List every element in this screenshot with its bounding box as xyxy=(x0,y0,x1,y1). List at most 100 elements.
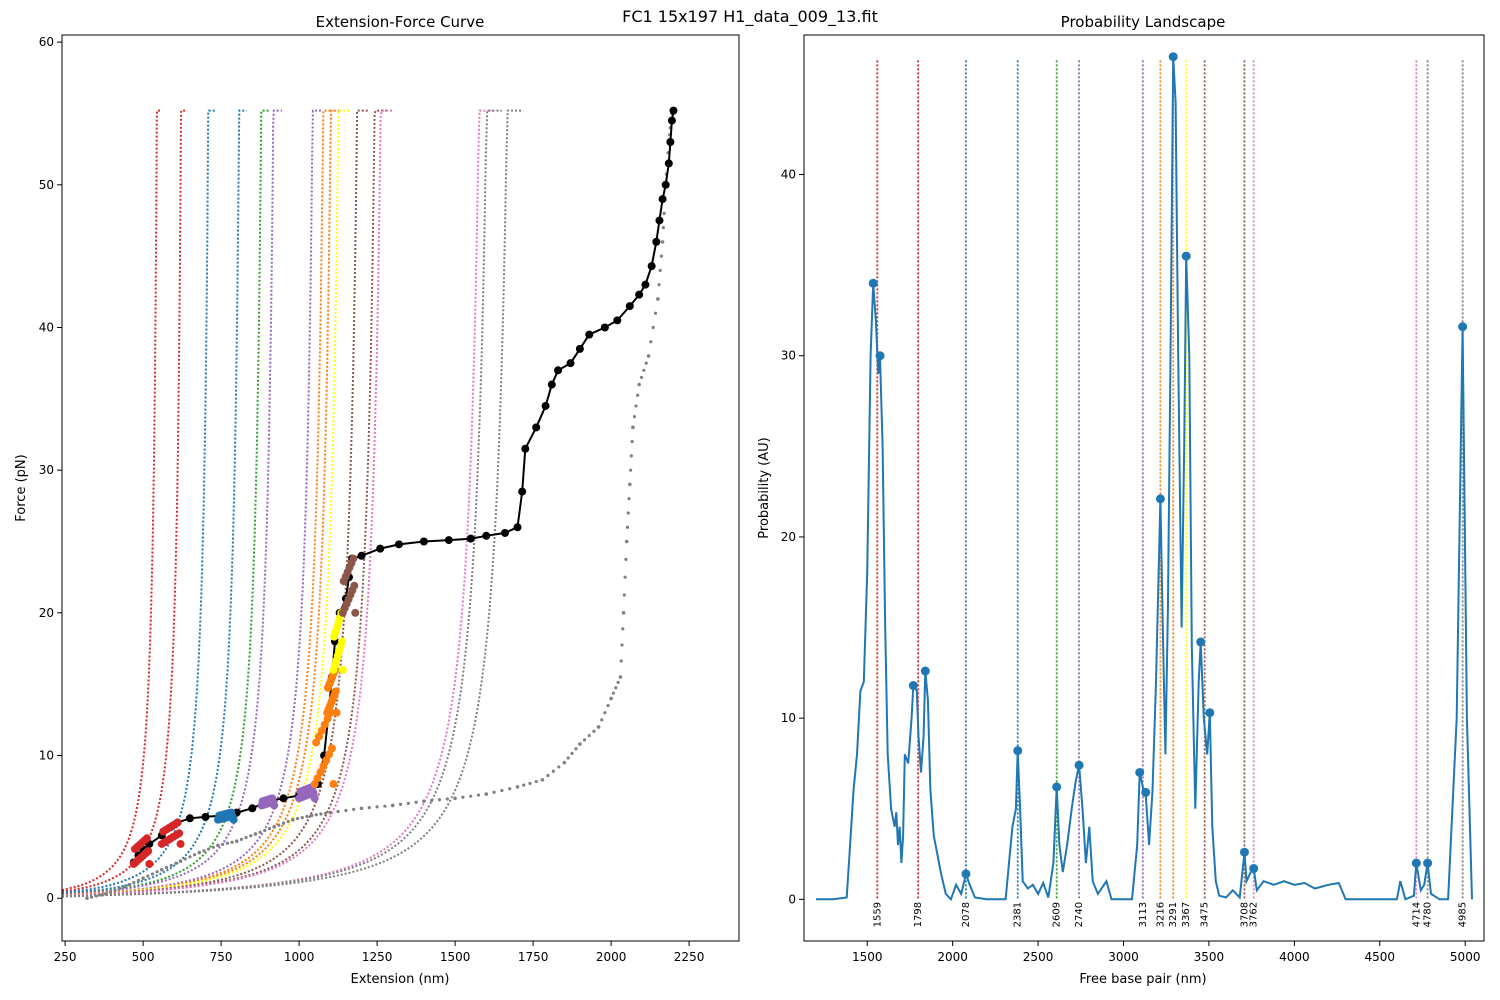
pull-point xyxy=(600,323,609,332)
cluster-point-5 xyxy=(312,738,321,747)
cluster-point-5 xyxy=(322,756,331,765)
probability-plot-frame xyxy=(803,34,1485,942)
relax-point xyxy=(492,790,496,794)
extension-x-tick-label: 750 xyxy=(210,950,233,964)
peak-vline-label: 2078 xyxy=(961,902,972,927)
extension-x-ticks: 250 500 750 1000 1250 1500 1750 2000 2250 xyxy=(54,941,704,964)
probability-peak-marker xyxy=(875,351,885,361)
relax-point xyxy=(469,794,473,798)
relax-point xyxy=(103,892,108,896)
cluster-point-6 xyxy=(332,708,341,717)
relax-point xyxy=(557,765,561,769)
probability-peak-marker xyxy=(1239,847,1249,857)
relax-point xyxy=(614,686,618,690)
peak-vline-label: 2381 xyxy=(1013,902,1024,927)
peak-vline-label: 3113 xyxy=(1138,902,1149,927)
pull-point xyxy=(666,138,675,147)
extension-x-tick-label: 1000 xyxy=(284,950,315,964)
relax-point xyxy=(352,807,356,811)
relax-point xyxy=(528,781,532,785)
relax-point xyxy=(414,800,418,804)
pull-point xyxy=(394,540,403,549)
pull-point xyxy=(635,290,644,299)
relax-point xyxy=(540,777,545,782)
cluster-point-7 xyxy=(338,637,347,646)
relax-point xyxy=(406,801,410,805)
relax-point xyxy=(155,870,159,874)
extension-x-tick-label: 1250 xyxy=(362,950,393,964)
basepair-x-tick-label: 4500 xyxy=(1365,950,1396,964)
basepair-x-tick-label: 1500 xyxy=(852,950,883,964)
pull-point xyxy=(613,316,622,325)
probability-y-ticks: 0 10 20 30 40 xyxy=(781,168,804,906)
cluster-point-8 xyxy=(350,581,359,590)
probability-marks xyxy=(816,52,1473,902)
cluster-point-0 xyxy=(145,859,154,868)
cluster-point-5 xyxy=(325,750,334,759)
relax-point xyxy=(118,886,122,891)
probability-y-tick-label: 40 xyxy=(781,168,796,182)
cluster-point-3 xyxy=(270,801,279,810)
relax-point xyxy=(592,729,596,733)
relax-point xyxy=(656,297,660,301)
pull-point xyxy=(419,537,428,546)
relax-point xyxy=(85,896,89,900)
probability-peak-marker xyxy=(1423,858,1433,868)
relax-point xyxy=(192,853,197,857)
probability-y-tick-label: 0 xyxy=(788,892,796,906)
extension-x-tick-label: 500 xyxy=(132,950,155,964)
model-curve-14 xyxy=(61,109,502,898)
relax-point xyxy=(291,817,295,822)
cluster-point-4 xyxy=(310,794,319,803)
relax-point xyxy=(267,827,272,831)
cluster-point-8 xyxy=(351,608,360,617)
pull-point xyxy=(658,195,667,204)
probability-line xyxy=(816,56,1473,902)
probability-y-tick-label: 30 xyxy=(781,349,796,363)
relax-point xyxy=(202,849,206,853)
probability-peak-marker xyxy=(1196,637,1206,647)
relax-point xyxy=(230,840,234,844)
probability-y-tick-label: 20 xyxy=(781,530,796,544)
probability-peak-marker xyxy=(1141,787,1151,797)
relax-point xyxy=(628,468,633,472)
cluster-point-1 xyxy=(176,839,185,848)
extension-x-tick-label: 2000 xyxy=(596,950,627,964)
probability-peak-marker xyxy=(1168,52,1178,62)
basepair-x-axis-label: Free base pair (nm) xyxy=(1079,972,1206,987)
relax-point xyxy=(515,785,520,789)
relax-point xyxy=(375,805,379,809)
relax-point xyxy=(263,828,267,833)
probability-peak-marker xyxy=(1052,782,1062,792)
relax-point xyxy=(141,876,145,881)
pull-point xyxy=(669,106,678,115)
relax-point xyxy=(606,703,610,708)
pull-point xyxy=(652,237,661,246)
relax-point xyxy=(644,361,648,365)
peak-vline-label: 3291 xyxy=(1168,902,1179,927)
pull-point xyxy=(185,814,194,823)
relax-point xyxy=(574,747,578,751)
pull-point xyxy=(667,116,676,125)
relax-point xyxy=(367,805,371,810)
relax-point xyxy=(637,382,641,387)
probability-peak-marker xyxy=(908,681,918,691)
relax-point xyxy=(127,883,131,887)
relax-point xyxy=(624,557,628,561)
probability-peak-marker xyxy=(1411,858,1421,868)
probability-peak-marker xyxy=(1181,251,1191,261)
extension-x-tick-label: 250 xyxy=(54,950,77,964)
relax-point xyxy=(445,797,449,801)
probability-landscape-chart: 0 10 20 30 40 1500 2000 2500 3000 3500 4000 4500 50… xyxy=(757,13,1485,987)
probability-vline-labels: 1559 1798 2078 2381 2609 2740 3113 3216 3291 3367… xyxy=(872,902,1468,927)
relax-point xyxy=(390,803,395,808)
peak-vline-label: 1798 xyxy=(913,902,924,927)
relax-point xyxy=(281,821,286,825)
pull-point xyxy=(466,534,475,543)
probability-peak-marker xyxy=(1458,322,1468,332)
pull-point xyxy=(554,366,563,375)
relax-point xyxy=(94,894,98,898)
relax-point xyxy=(132,880,136,885)
probability-peak-marker xyxy=(1249,864,1259,874)
